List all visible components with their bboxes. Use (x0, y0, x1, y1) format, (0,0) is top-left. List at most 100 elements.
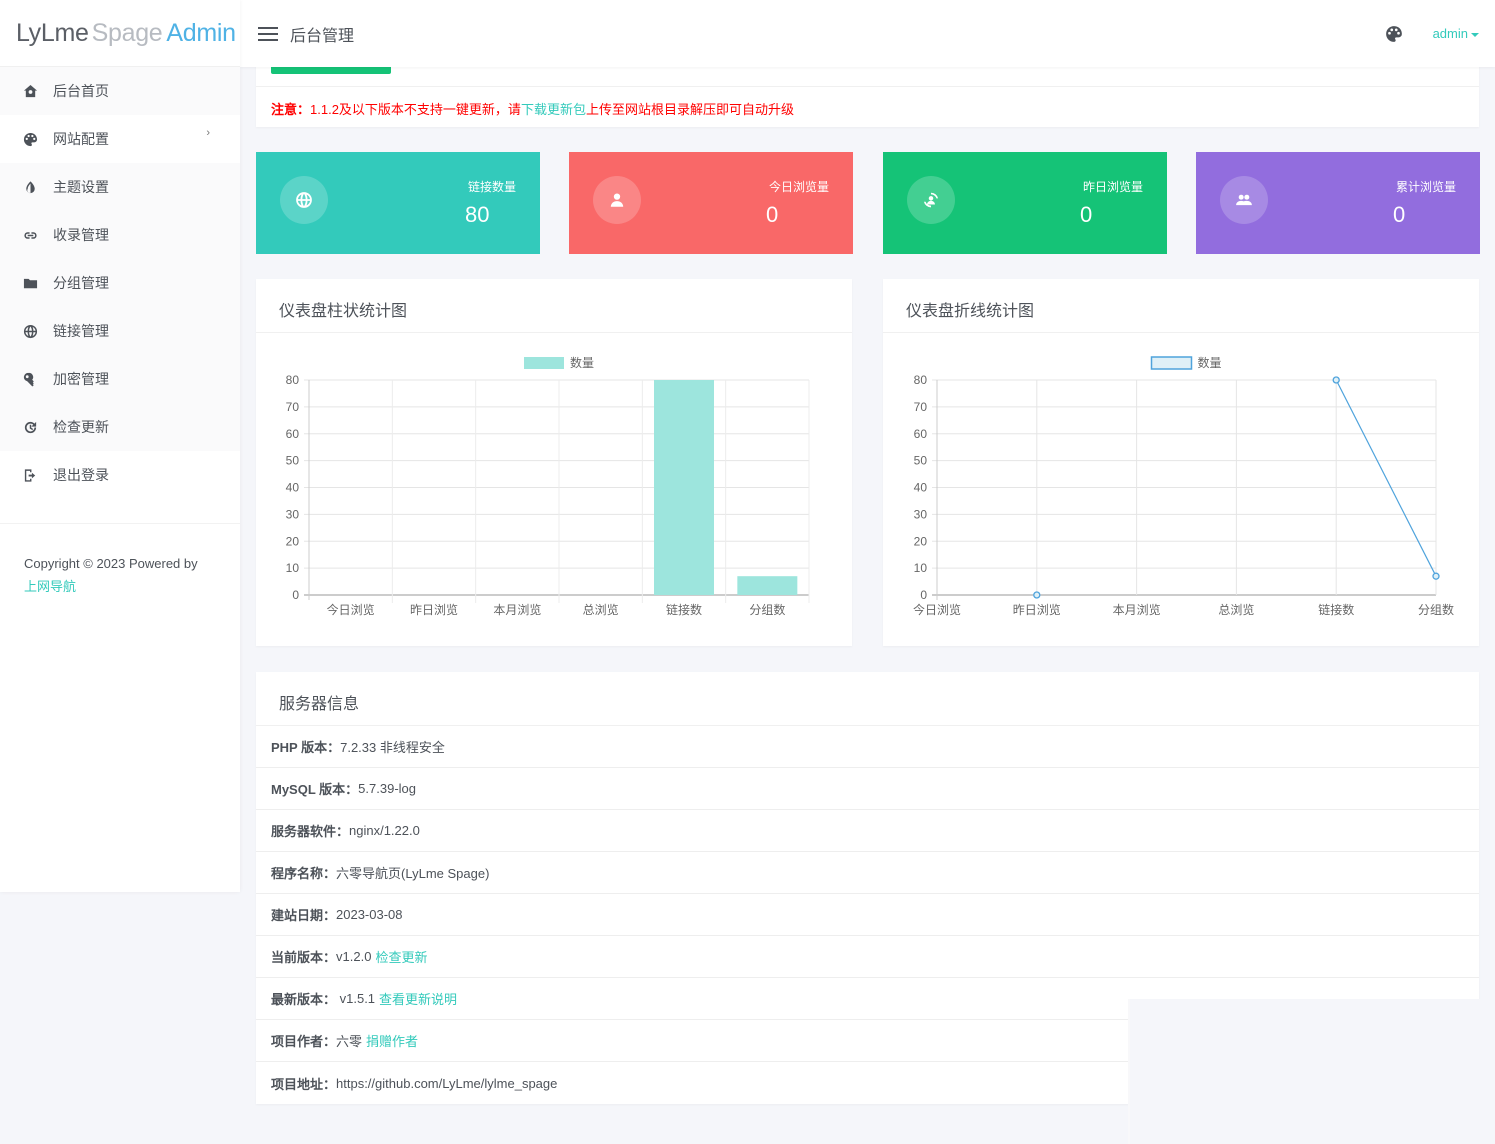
card-title: 仪表盘柱状统计图 (256, 279, 852, 333)
bar-chart-card: 仪表盘柱状统计图 数量 0 10 20 30 40 50 60 70 80 今日浏览 昨日浏览 本月浏览… (256, 279, 852, 646)
svg-text:60: 60 (286, 427, 300, 441)
info-row-program-name: 程序名称： 六零导航页(LyLme Spage) (256, 852, 1479, 894)
info-label: 程序名称： (271, 866, 337, 881)
sidebar-item-label: 后台首页 (53, 83, 109, 99)
svg-text:40: 40 (286, 481, 300, 495)
svg-text:本月浏览: 本月浏览 (493, 602, 541, 617)
info-value: 六零 (336, 1034, 363, 1049)
copyright-link[interactable]: 上网导航 (24, 579, 77, 594)
info-row-server-software: 服务器软件： nginx/1.22.0 (256, 810, 1479, 852)
info-label: 项目作者： (271, 1034, 337, 1049)
page-title: 后台管理 (290, 27, 355, 45)
svg-text:70: 70 (286, 400, 300, 414)
line-chart-card: 仪表盘折线统计图 数量 0 10 20 30 40 50 60 70 80 今日浏览 昨日浏览 本月浏览… (883, 279, 1479, 646)
svg-text:80: 80 (286, 373, 300, 387)
sidebar-item-groups[interactable]: 分组管理 (0, 259, 240, 307)
key-icon (22, 371, 38, 387)
svg-text:80: 80 (914, 373, 928, 387)
check-update-link[interactable]: 检查更新 (375, 950, 428, 965)
svg-text:分组数: 分组数 (1418, 602, 1454, 617)
info-label: 建站日期： (271, 908, 337, 923)
blank-overlay-panel (1128, 999, 1495, 1144)
stat-card-today-views: 今日浏览量 0 (569, 152, 853, 254)
sidebar-item-theme[interactable]: 主题设置 (0, 163, 240, 211)
sidebar-item-label: 收录管理 (53, 227, 109, 243)
svg-text:数量: 数量 (570, 355, 594, 370)
svg-text:20: 20 (286, 534, 300, 548)
sidebar-item-label: 网站配置 (53, 131, 109, 147)
info-value: 六零导航页(LyLme Spage) (336, 866, 490, 881)
stat-label: 昨日浏览量 (1082, 180, 1143, 194)
sidebar-item-logout[interactable]: 退出登录 (0, 451, 240, 499)
svg-text:60: 60 (914, 427, 928, 441)
stat-label: 今日浏览量 (768, 180, 829, 194)
info-row-site-date: 建站日期： 2023-03-08 (256, 894, 1479, 936)
info-row-mysql: MySQL 版本： 5.7.39-log (256, 768, 1479, 810)
update-notice-card: 注意：1.1.2及以下版本不支持一键更新，请下载更新包上传至网站根目录解压即可自… (256, 55, 1479, 127)
copyright-text: Copyright © 2023 Powered by (24, 556, 198, 571)
sidebar-item-site-config[interactable]: 网站配置 › (0, 115, 240, 163)
sidebar-item-encryption[interactable]: 加密管理 (0, 355, 240, 403)
divider (256, 86, 1479, 87)
user-sync-icon (907, 176, 955, 224)
bar-chart: 数量 0 10 20 30 40 50 60 70 80 今日浏览 昨日浏览 本月浏览 总浏览 链接数 分组数 (286, 355, 810, 617)
notice-prefix: 注意： (271, 102, 311, 117)
sidebar-item-label: 检查更新 (53, 419, 109, 435)
logout-icon (22, 467, 38, 483)
info-row-latest-version: 最新版本： v1.5.1 查看更新说明 (256, 978, 1479, 1020)
stat-card-yesterday-views: 昨日浏览量 0 (883, 152, 1167, 254)
sidebar-item-label: 链接管理 (53, 323, 109, 339)
svg-text:20: 20 (914, 534, 928, 548)
svg-text:本月浏览: 本月浏览 (1113, 602, 1161, 617)
info-value: 5.7.39-log (358, 781, 416, 796)
update-notice: 注意：1.1.2及以下版本不支持一键更新，请下载更新包上传至网站根目录解压即可自… (271, 99, 794, 118)
svg-text:昨日浏览: 昨日浏览 (1013, 602, 1061, 617)
link-icon (22, 227, 38, 243)
info-row-project-url: 项目地址： https://github.com/LyLme/lylme_spag… (256, 1062, 1479, 1104)
copyright: Copyright © 2023 Powered by 上网导航 (0, 524, 240, 598)
card-title: 仪表盘折线统计图 (883, 279, 1479, 333)
sidebar: LyLme Spage Admin 后台首页 网站配置 › 主题设置 收录管理 … (0, 0, 240, 892)
svg-text:0: 0 (920, 588, 927, 602)
info-value: 2023-03-08 (336, 907, 403, 922)
donate-link[interactable]: 捐赠作者 (366, 1034, 419, 1049)
info-row-php: PHP 版本： 7.2.33 非线程安全 (256, 726, 1479, 768)
stat-value: 80 (465, 202, 490, 227)
info-label: 当前版本： (271, 950, 337, 965)
globe-icon (22, 323, 38, 339)
menu-toggle-icon[interactable] (258, 26, 278, 41)
svg-text:50: 50 (914, 454, 928, 468)
svg-text:40: 40 (914, 481, 928, 495)
info-value: v1.2.0 (336, 949, 372, 964)
folder-icon (22, 275, 38, 291)
sidebar-item-home[interactable]: 后台首页 (0, 67, 240, 115)
sidebar-item-submissions[interactable]: 收录管理 (0, 211, 240, 259)
svg-text:昨日浏览: 昨日浏览 (410, 602, 458, 617)
stat-label: 链接数量 (467, 180, 516, 194)
sidebar-item-links[interactable]: 链接管理 (0, 307, 240, 355)
info-label: PHP 版本： (271, 740, 341, 755)
download-update-link[interactable]: 下载更新包 (520, 102, 586, 117)
divider (0, 523, 240, 524)
line-chart: 数量 0 10 20 30 40 50 60 70 80 今日浏览 昨日浏览 本月浏览 总浏览 链接数 分组数 (913, 355, 1454, 617)
info-row-current-version: 当前版本： v1.2.0 检查更新 (256, 936, 1479, 978)
palette-icon[interactable] (1385, 25, 1403, 43)
logo[interactable]: LyLme Spage Admin (0, 0, 240, 67)
info-value: https://github.com/LyLme/lylme_spage (336, 1075, 558, 1091)
svg-text:链接数: 链接数 (666, 602, 702, 617)
sidebar-item-label: 加密管理 (53, 371, 109, 387)
changelog-link[interactable]: 查看更新说明 (379, 992, 458, 1007)
user-icon (593, 176, 641, 224)
user-menu[interactable]: admin (1433, 26, 1479, 41)
sidebar-item-check-update[interactable]: 检查更新 (0, 403, 240, 451)
svg-text:30: 30 (914, 507, 928, 521)
stat-value: 0 (1080, 202, 1093, 227)
notice-text: 1.1.2及以下版本不支持一键更新，请 (310, 102, 521, 117)
home-icon (22, 83, 38, 99)
logo-part-admin: Admin (166, 18, 236, 47)
info-label: 最新版本： (271, 992, 337, 1007)
card-title: 服务器信息 (256, 672, 1479, 726)
users-icon (1220, 176, 1268, 224)
info-label: 项目地址： (271, 1076, 337, 1092)
sidebar-item-label: 分组管理 (53, 275, 109, 291)
